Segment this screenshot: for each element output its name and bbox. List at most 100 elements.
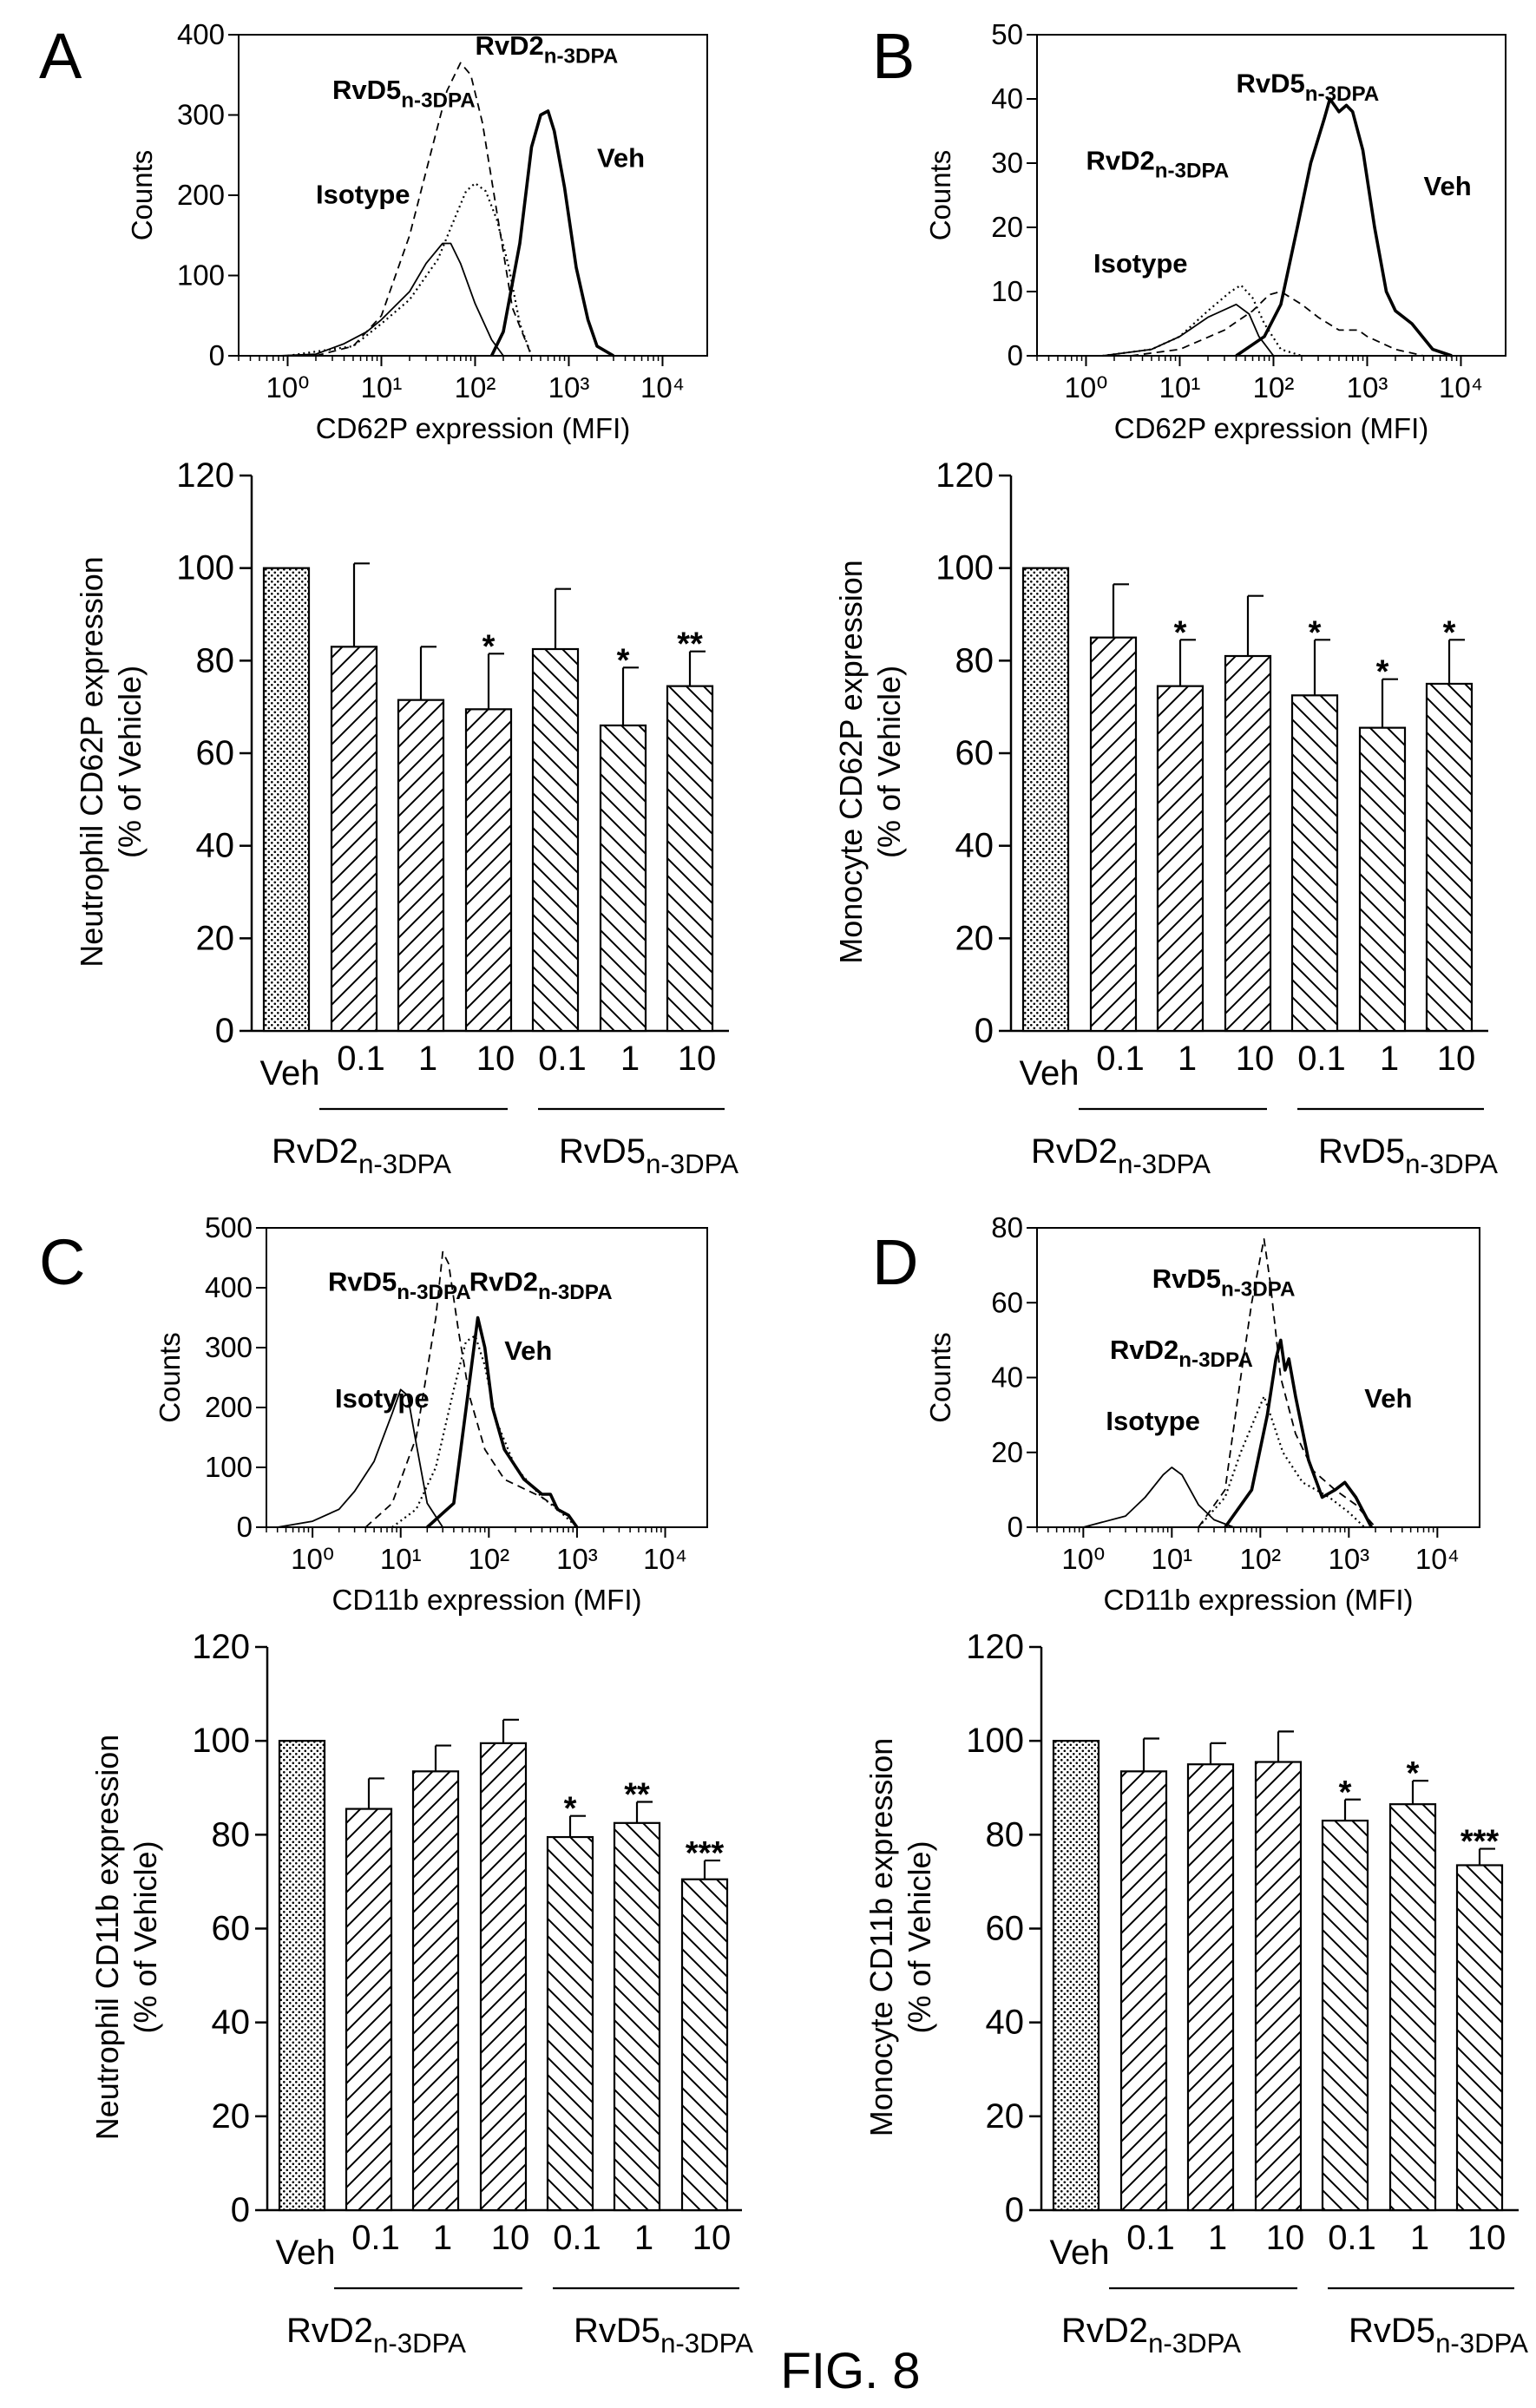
figure-label: FIG. 8: [780, 2343, 920, 2399]
y-axis-label: Counts: [924, 1332, 956, 1423]
curve-label: Veh: [597, 143, 645, 174]
significance-marker: *: [1376, 654, 1389, 691]
x-tick-label: 10¹: [361, 371, 403, 404]
y-tick-label: 60: [955, 734, 994, 772]
bar-chart-A: 0 20 40 60 80 100 120 Neutrophil CD62P expressi…: [74, 456, 738, 1179]
x-tick-label: 10: [476, 1040, 515, 1078]
curve-label: Isotype: [335, 1383, 430, 1414]
curve-label: RvD2n-3DPA: [475, 30, 618, 68]
significance-marker: ***: [686, 1835, 725, 1872]
bar: [262, 567, 311, 1033]
x-tick-label: 1: [433, 2219, 452, 2257]
group-label-rvd5: RvD5n-3DPA: [574, 2312, 753, 2359]
series-isotype: [277, 1388, 443, 1528]
y-tick-label: 0: [215, 1012, 234, 1050]
y-tick-label: 80: [991, 1211, 1023, 1243]
group-label-rvd2: RvD2n-3DPA: [1031, 1132, 1211, 1179]
y-tick-label: 100: [935, 549, 994, 587]
histogram-B: 0 10 20 30 40 50 10⁰ 10¹ 10² 10³ 10⁴ CD62P expressi…: [924, 18, 1506, 444]
bar: [1425, 682, 1474, 1033]
y-tick-label: 100: [192, 1722, 250, 1760]
y-tick-label: 40: [955, 827, 994, 865]
y-axis-label-unit: (% of Vehicle): [871, 666, 907, 858]
curve-label: Veh: [1364, 1383, 1412, 1414]
y-axis-label: Counts: [154, 1332, 186, 1423]
curve-label: Veh: [504, 1335, 552, 1366]
curve-label: Isotype: [1106, 1406, 1200, 1436]
y-tick-label: 80: [955, 641, 994, 679]
histogram-frame: [266, 1227, 708, 1528]
bar-chart-C: 0 20 40 60 80 100 120 Neutrophil CD11b expressi…: [89, 1628, 753, 2359]
x-tick-label: 10³: [556, 1543, 598, 1575]
x-tick-label: 10²: [1253, 371, 1295, 404]
group-label-rvd2: RvD2n-3DPA: [272, 1132, 451, 1179]
series-rvd5n-3dpa: [364, 1250, 578, 1528]
y-tick-label: 30: [991, 147, 1023, 179]
series-veh: [1224, 1338, 1373, 1529]
x-tick-label: 10²: [468, 1543, 509, 1575]
y-tick-label: 20: [991, 1436, 1023, 1468]
significance-marker: *: [1309, 614, 1322, 651]
x-tick-label: 1: [1208, 2219, 1227, 2257]
x-tick-label: 1: [1380, 1040, 1399, 1078]
significance-marker: ***: [1461, 1824, 1500, 1860]
x-tick-label: 1: [634, 2219, 653, 2257]
x-tick-label: 10⁴: [1415, 1543, 1460, 1575]
x-tick-label: 0.1: [1328, 2219, 1376, 2257]
x-tick-label: Veh: [276, 2234, 336, 2272]
x-axis-label: CD11b expression (MFI): [1104, 1584, 1414, 1616]
y-tick-label: 0: [237, 1511, 253, 1543]
y-tick-label: 120: [966, 1628, 1024, 1666]
bar: [531, 647, 580, 1033]
x-axis-label: CD11b expression (MFI): [332, 1584, 642, 1616]
y-tick-label: 500: [205, 1211, 253, 1243]
histogram-frame: [1036, 1227, 1480, 1528]
x-tick-label: 1: [620, 1040, 640, 1078]
x-tick-label: 10⁰: [1061, 1543, 1105, 1575]
y-axis-label: Monocyte CD62P expression: [833, 560, 869, 964]
significance-marker: *: [1443, 614, 1456, 651]
histogram-A: 0 100 200 300 400 10⁰ 10¹ 10² 10³ 10⁴ CD62P expres…: [126, 18, 708, 444]
y-tick-label: 0: [975, 1012, 994, 1050]
x-tick-label: 10: [1266, 2219, 1305, 2257]
y-tick-label: 20: [991, 211, 1023, 243]
y-tick-label: 0: [1005, 2191, 1024, 2229]
x-tick-label: 10³: [1347, 371, 1388, 404]
y-axis-label: Neutrophil CD62P expression: [74, 556, 109, 968]
y-tick-label: 60: [196, 734, 235, 772]
y-axis-label: Neutrophil CD11b expression: [89, 1735, 125, 2141]
x-tick-label: 1: [1410, 2219, 1429, 2257]
curve-label: Isotype: [316, 179, 410, 209]
bar: [1089, 636, 1138, 1033]
x-tick-label: 10: [491, 2219, 530, 2257]
x-tick-label: 10⁴: [643, 1543, 687, 1575]
curve-label: Veh: [1423, 171, 1471, 201]
series-isotype: [1083, 1466, 1234, 1528]
x-tick-label: 0.1: [553, 2219, 601, 2257]
x-tick-label: 10¹: [1159, 371, 1201, 404]
y-tick-label: 20: [955, 919, 994, 957]
y-tick-label: 0: [209, 339, 225, 371]
significance-marker: **: [677, 627, 703, 663]
histogram-frame: [1036, 34, 1506, 357]
x-axis-label: CD62P expression (MFI): [316, 412, 631, 444]
curve-label: RvD2n-3DPA: [1086, 145, 1229, 182]
x-tick-label: 10⁰: [266, 371, 310, 404]
x-tick-label: 1: [1178, 1040, 1197, 1078]
significance-marker: *: [1339, 1775, 1352, 1811]
bar: [1119, 1770, 1168, 2212]
bar: [278, 1740, 326, 2212]
x-tick-label: 10¹: [380, 1543, 422, 1575]
significance-marker: *: [1407, 1755, 1420, 1792]
y-axis-label: Counts: [924, 150, 956, 241]
y-tick-label: 200: [177, 179, 225, 211]
x-tick-label: 10²: [455, 371, 496, 404]
bar: [1290, 694, 1339, 1033]
panel-letter-a: A: [39, 20, 82, 92]
panel-letter-d: D: [872, 1226, 918, 1298]
y-tick-label: 10: [991, 275, 1023, 307]
bar: [1021, 567, 1070, 1033]
y-tick-label: 80: [986, 1815, 1025, 1854]
